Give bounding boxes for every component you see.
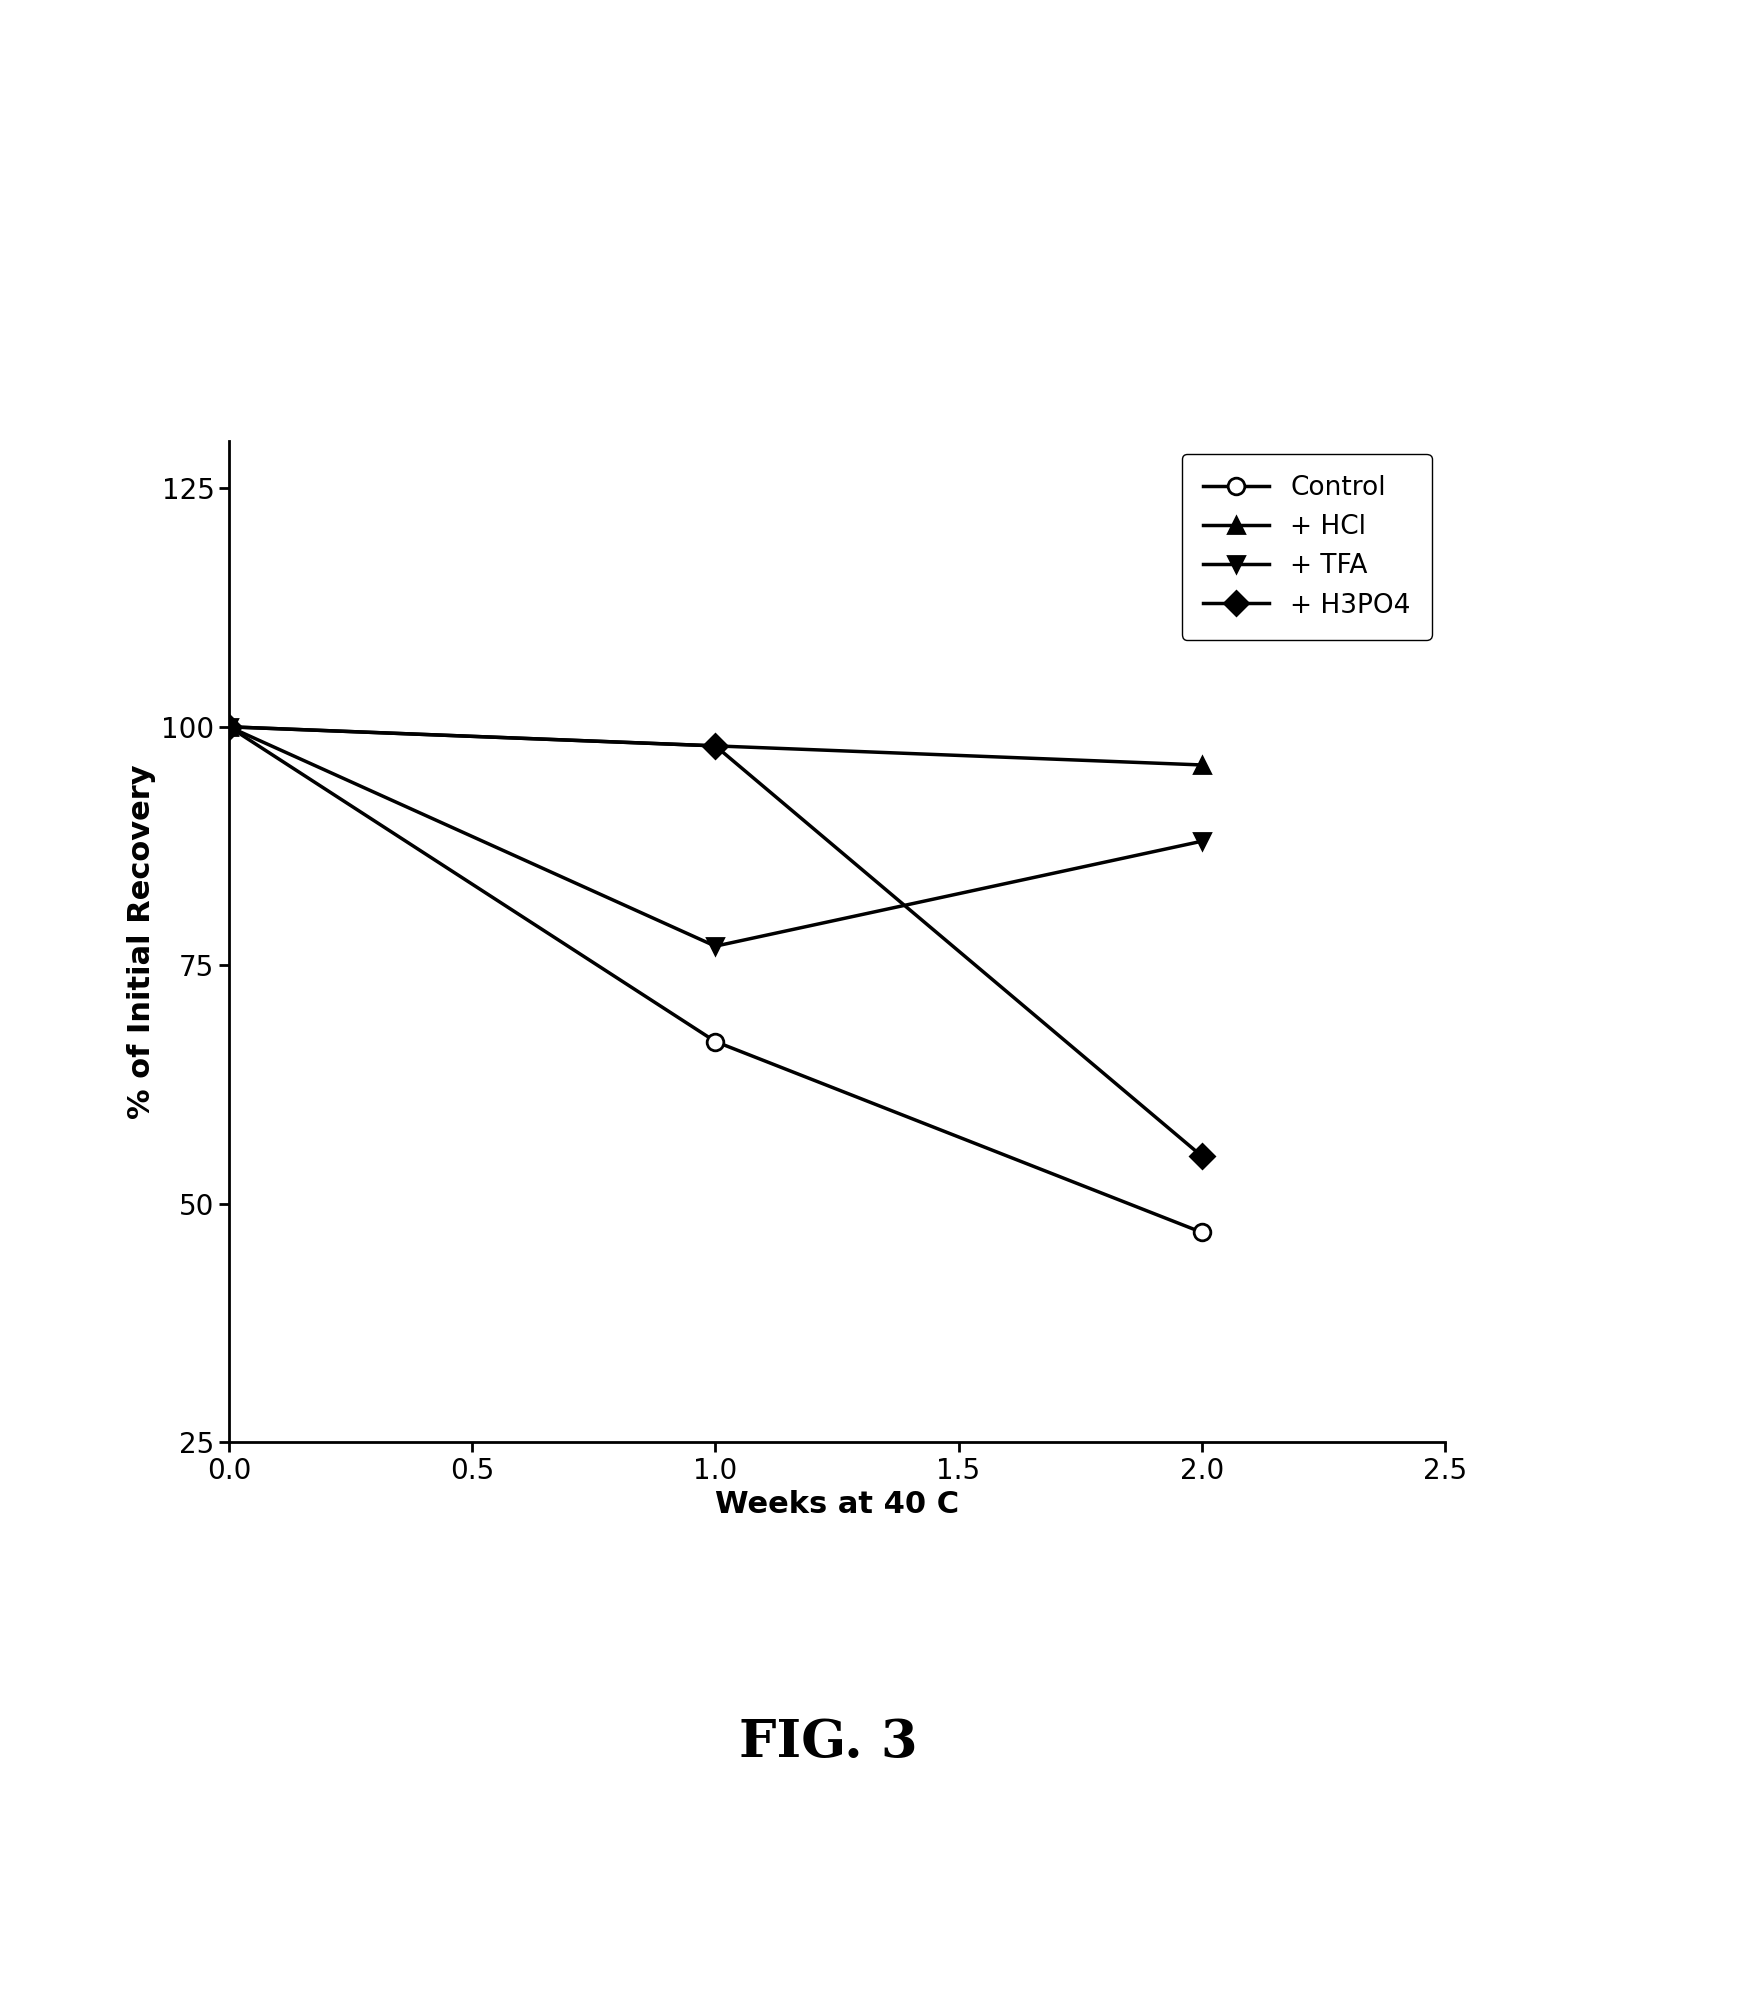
+ HCl [218, 715, 240, 739]
Control [705, 1030, 726, 1054]
Line: Control: Control [220, 719, 1210, 1240]
Line: + H3PO4: + H3PO4 [220, 719, 1210, 1164]
Control [218, 715, 240, 739]
+ TFA [705, 933, 726, 957]
X-axis label: Weeks at 40 C: Weeks at 40 C [715, 1490, 959, 1520]
Y-axis label: % of Initial Recovery: % of Initial Recovery [127, 763, 155, 1120]
+ TFA [218, 715, 240, 739]
+ H3PO4 [218, 715, 240, 739]
Control [1191, 1220, 1212, 1244]
+ TFA [1191, 829, 1212, 853]
+ H3PO4 [705, 733, 726, 757]
+ HCl [1191, 753, 1212, 777]
+ H3PO4 [1191, 1144, 1212, 1168]
Line: + TFA: + TFA [220, 719, 1210, 955]
Line: + HCl: + HCl [220, 719, 1210, 773]
Text: FIG. 3: FIG. 3 [738, 1717, 918, 1769]
Legend: Control, + HCl, + TFA, + H3PO4: Control, + HCl, + TFA, + H3PO4 [1182, 455, 1433, 639]
